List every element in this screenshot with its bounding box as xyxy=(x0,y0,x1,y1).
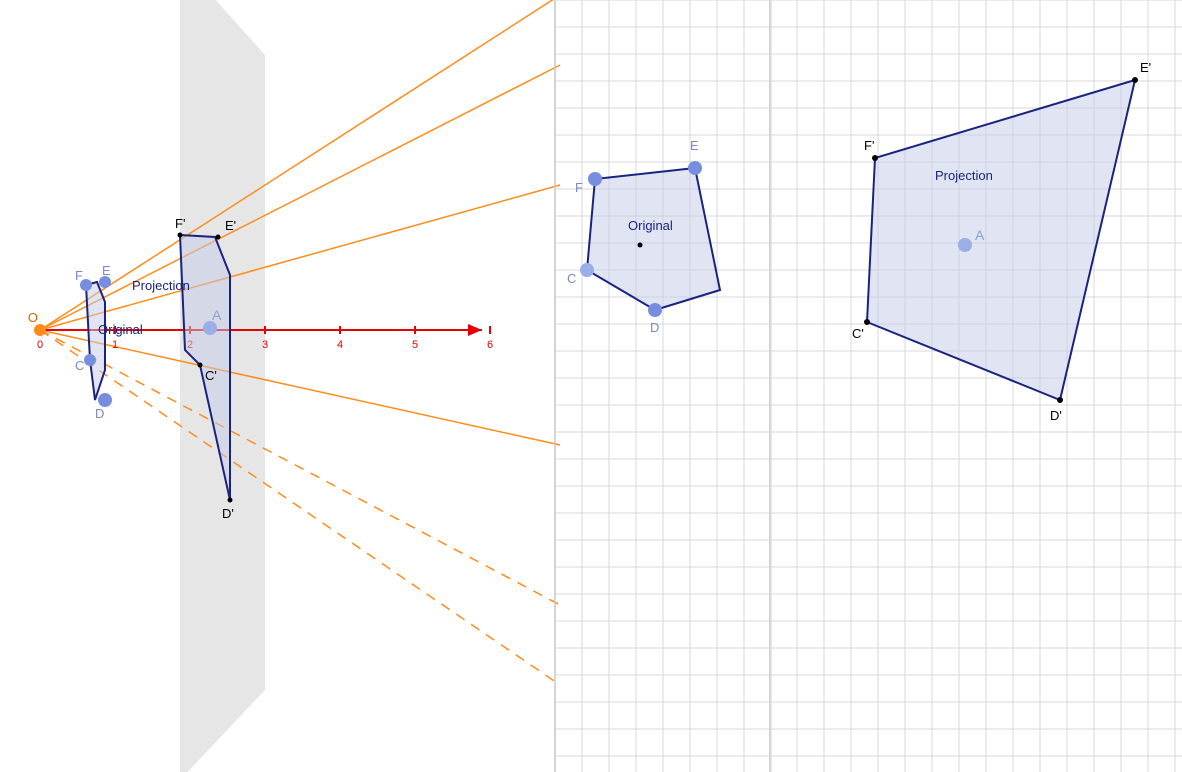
svg-text:E: E xyxy=(690,138,699,153)
point-A-3d[interactable] xyxy=(203,321,217,335)
svg-text:4: 4 xyxy=(337,339,343,351)
svg-text:C: C xyxy=(567,271,576,286)
svg-text:D: D xyxy=(95,406,104,421)
svg-text:E: E xyxy=(102,263,111,278)
svg-text:A: A xyxy=(975,227,985,243)
point-A[interactable] xyxy=(958,238,972,252)
svg-text:E': E' xyxy=(1140,60,1151,75)
vertex-E[interactable] xyxy=(688,161,702,175)
svg-text:A: A xyxy=(212,307,222,323)
svg-text:D': D' xyxy=(1050,408,1062,423)
vertex-E'[interactable] xyxy=(216,235,221,240)
svg-text:E': E' xyxy=(225,218,236,233)
vertex-D'[interactable] xyxy=(228,498,233,503)
projection-polygon[interactable] xyxy=(867,80,1135,400)
vertex-C'[interactable] xyxy=(864,319,870,325)
vertex-F'[interactable] xyxy=(872,155,878,161)
axis-arrow xyxy=(468,324,482,336)
vertex-C'[interactable] xyxy=(198,363,203,368)
vertex-D[interactable] xyxy=(648,303,662,317)
svg-text:D': D' xyxy=(222,506,234,521)
original-label: Original xyxy=(628,218,673,233)
center-point xyxy=(638,243,643,248)
vertex-F'[interactable] xyxy=(178,233,183,238)
projection-ray xyxy=(40,330,560,605)
svg-text:O: O xyxy=(28,310,38,325)
svg-text:F': F' xyxy=(864,138,874,153)
projection-label: Projection xyxy=(935,168,993,183)
projection-ray xyxy=(40,65,560,330)
svg-text:F: F xyxy=(575,180,583,195)
vertex-C[interactable] xyxy=(84,354,96,366)
svg-text:1: 1 xyxy=(112,339,118,351)
svg-text:D: D xyxy=(650,320,659,335)
svg-text:C': C' xyxy=(852,326,864,341)
grid xyxy=(555,0,771,772)
svg-text:3: 3 xyxy=(262,339,268,351)
panel-3d[interactable]: 0123456OriginalProjectionOFECDF'E'C'D'A xyxy=(28,0,560,772)
svg-text:F: F xyxy=(75,268,83,283)
projection-ray xyxy=(40,0,560,330)
svg-text:F': F' xyxy=(175,216,185,231)
svg-text:6: 6 xyxy=(487,339,493,351)
projection-ray xyxy=(40,330,560,685)
diagram-canvas: 0123456OriginalProjectionOFECDF'E'C'D'AO… xyxy=(0,0,1182,772)
origin-point[interactable] xyxy=(34,324,46,336)
original-label-3d: Original xyxy=(98,322,143,337)
projection-label-3d: Projection xyxy=(132,278,190,293)
panel-projection[interactable]: Projection F' E' D' C' A xyxy=(852,60,1151,423)
vertex-D'[interactable] xyxy=(1057,397,1063,403)
vertex-E'[interactable] xyxy=(1132,77,1138,83)
svg-text:0: 0 xyxy=(37,339,43,351)
projection-ray xyxy=(40,185,560,330)
original-polygon[interactable] xyxy=(587,168,720,310)
vertex-D[interactable] xyxy=(98,393,112,407)
svg-text:C': C' xyxy=(205,368,217,383)
panel-original[interactable]: Original F E D C xyxy=(567,138,720,335)
original-polygon-3d[interactable] xyxy=(86,282,105,400)
vertex-F[interactable] xyxy=(588,172,602,186)
svg-text:C: C xyxy=(75,358,84,373)
svg-text:5: 5 xyxy=(412,339,418,351)
vertex-C[interactable] xyxy=(580,263,594,277)
